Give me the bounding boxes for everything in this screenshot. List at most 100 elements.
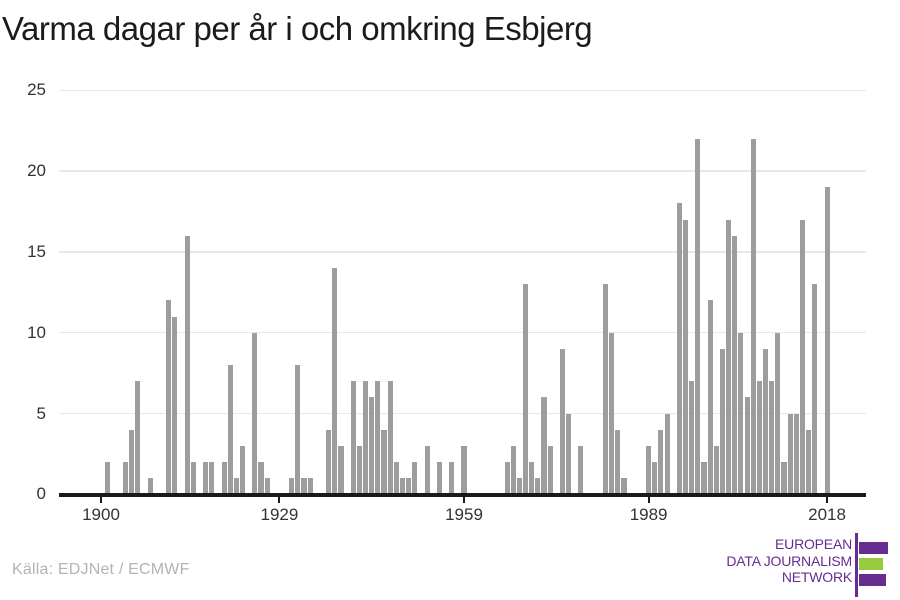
gridline (59, 89, 866, 92)
logo-text-line-1: EUROPEAN (775, 536, 852, 552)
bar (387, 381, 393, 495)
gridline (59, 170, 866, 172)
y-axis-label: 15 (27, 241, 46, 261)
bar (806, 429, 812, 495)
bar (762, 348, 769, 495)
bar (664, 413, 670, 495)
bar (424, 445, 430, 495)
bar (209, 461, 215, 495)
bar (147, 478, 153, 495)
bar (258, 461, 264, 495)
bar (393, 461, 399, 495)
bar (732, 235, 738, 495)
bar (399, 478, 406, 495)
bar (824, 187, 830, 495)
x-axis-label: 1989 (629, 505, 668, 525)
bar (646, 445, 652, 495)
bar (676, 203, 682, 495)
bar (412, 461, 418, 495)
bar (535, 478, 541, 495)
logo-bar-middle (859, 557, 883, 570)
bar (461, 445, 467, 495)
bar (713, 445, 719, 495)
y-axis-label: 0 (36, 484, 46, 504)
bar (775, 332, 781, 495)
bar (689, 381, 695, 495)
bar (449, 461, 455, 495)
x-axis-label: 2018 (808, 505, 846, 525)
bar (516, 478, 522, 495)
chart-title: Varma dagar per år i och omkring Esbjerg (2, 10, 593, 47)
x-axis-tick (278, 496, 281, 503)
y-axis-label: 20 (27, 161, 46, 181)
bar (615, 429, 621, 495)
bar (547, 445, 553, 495)
bar (369, 397, 375, 495)
y-axis-label: 25 (27, 80, 46, 100)
logo-bar-bottom (859, 574, 886, 586)
bar (695, 138, 701, 495)
bar (726, 219, 732, 495)
bar (123, 461, 129, 495)
logo-text-line-2: DATA JOURNALISM (726, 552, 852, 569)
bar (295, 365, 301, 495)
bar (307, 478, 313, 495)
bar (252, 332, 258, 495)
bar (812, 284, 818, 495)
x-axis-label: 1959 (445, 505, 483, 525)
bar (787, 413, 793, 495)
bar (135, 381, 141, 495)
bar (707, 300, 713, 495)
bar (289, 478, 295, 495)
gridline (59, 331, 866, 334)
bar (510, 445, 516, 495)
source-note: Källa: EDJNet / ECMWF (12, 561, 190, 578)
bar (172, 316, 178, 495)
bar (184, 235, 190, 495)
bar (523, 284, 529, 495)
bar (190, 461, 196, 495)
bar (338, 445, 344, 495)
bar (301, 478, 307, 495)
x-axis-label: 1900 (82, 505, 120, 525)
bar (381, 429, 387, 495)
x-axis-tick (826, 496, 829, 503)
x-axis-tick (463, 496, 466, 503)
bar (541, 397, 547, 495)
logo-text: EUROPEAN DATA JOURNALISM NETWORK (726, 536, 852, 586)
bar (609, 332, 615, 495)
bar (166, 300, 172, 495)
bar (769, 381, 775, 495)
bar (129, 429, 135, 495)
bar (264, 478, 270, 495)
bar (566, 413, 572, 495)
x-axis-label: 1929 (260, 505, 299, 525)
bar (504, 461, 510, 495)
bar (221, 461, 227, 495)
bar (756, 381, 762, 495)
bar (227, 365, 233, 495)
logo-bar-top (859, 541, 888, 554)
bar (559, 348, 566, 495)
bar (356, 445, 362, 495)
bar (332, 268, 338, 495)
bar (621, 478, 627, 495)
bar (375, 381, 381, 495)
y-axis-label: 10 (27, 322, 46, 342)
bar (793, 413, 799, 495)
bar (701, 461, 707, 495)
gridline (59, 251, 866, 253)
bar (363, 381, 369, 495)
bar (682, 219, 689, 495)
bar (350, 381, 356, 495)
bar (781, 461, 787, 495)
bar (326, 429, 332, 495)
x-axis-tick (100, 496, 102, 503)
bar (239, 445, 246, 495)
gridline (59, 412, 866, 415)
bar (799, 219, 805, 495)
bar (750, 138, 756, 495)
bar (658, 429, 664, 495)
y-axis-label: 5 (36, 403, 46, 423)
